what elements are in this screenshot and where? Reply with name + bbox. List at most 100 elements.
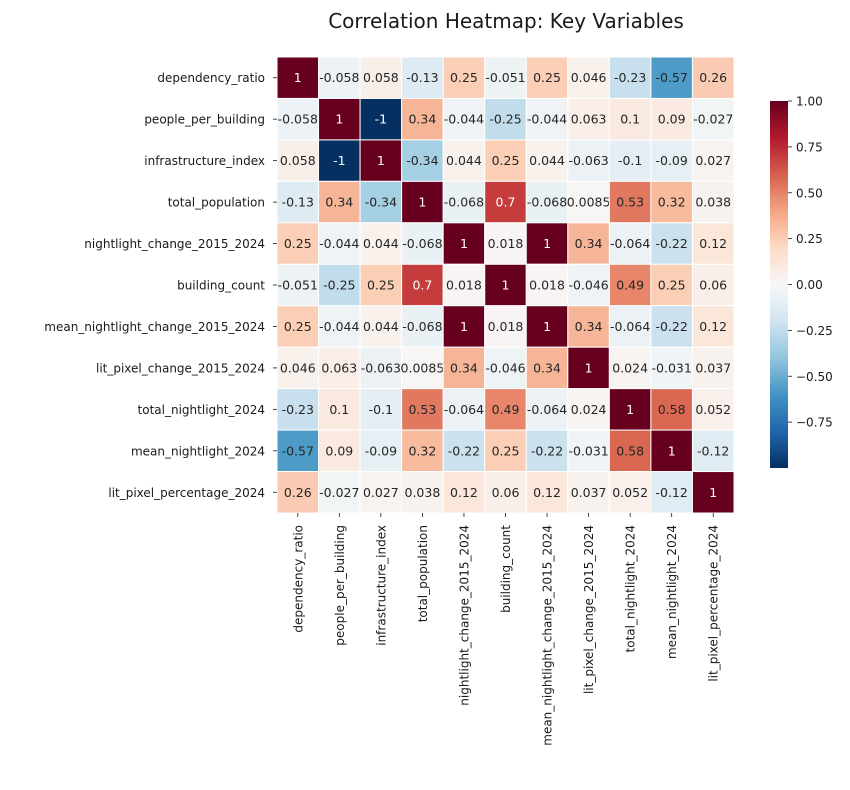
cell-value-label: 0.58 bbox=[658, 402, 686, 417]
cell-value-label: 0.12 bbox=[699, 319, 727, 334]
cell-value-label: 0.038 bbox=[405, 485, 441, 500]
heatmap-cell bbox=[442, 222, 486, 265]
heatmap-cell bbox=[525, 305, 569, 348]
heatmap-cell bbox=[650, 222, 693, 265]
heatmap-cell bbox=[484, 429, 527, 473]
cell-value-label: 0.044 bbox=[529, 153, 565, 168]
cell-value-label: -0.23 bbox=[282, 402, 314, 417]
heatmap-cell bbox=[484, 471, 527, 514]
heatmap-cell bbox=[691, 388, 735, 431]
heatmap-cell bbox=[276, 263, 320, 307]
cell-value-label: 0.0085 bbox=[401, 360, 445, 375]
heatmap-cell bbox=[484, 263, 527, 307]
cell-value-label: 0.34 bbox=[325, 195, 353, 210]
cell-value-label: -0.22 bbox=[448, 443, 480, 458]
cell-value-label: -0.57 bbox=[282, 443, 314, 458]
heatmap-cell bbox=[650, 346, 693, 390]
heatmap-cell bbox=[567, 97, 610, 141]
cell-value-label: 0.25 bbox=[492, 443, 520, 458]
cell-value-label: 0.32 bbox=[408, 443, 436, 458]
heatmap-cell bbox=[484, 97, 527, 141]
heatmap-cell bbox=[608, 139, 652, 182]
heatmap-cell bbox=[359, 388, 403, 431]
heatmap-cell bbox=[567, 305, 610, 348]
heatmap-cell bbox=[401, 263, 444, 307]
cell-value-label: 1 bbox=[543, 236, 551, 251]
heatmap-cell bbox=[442, 346, 486, 390]
cell-value-label: -0.051 bbox=[485, 70, 525, 85]
colorbar-tick-label: 0.75 bbox=[796, 140, 823, 154]
heatmap-cell bbox=[401, 346, 444, 390]
cell-value-label: 0.32 bbox=[658, 195, 686, 210]
cell-value-label: -0.22 bbox=[656, 319, 688, 334]
cell-value-label: 1 bbox=[377, 153, 385, 168]
x-tick-label: people_per_building bbox=[333, 525, 347, 646]
heatmap-cell bbox=[484, 222, 527, 265]
heatmap-cell bbox=[484, 305, 527, 348]
y-tick-label: lit_pixel_change_2015_2024 bbox=[96, 361, 265, 375]
heatmap-cell bbox=[650, 305, 693, 348]
cell-value-label: 0.26 bbox=[284, 485, 312, 500]
x-tick-label: mean_nightlight_change_2015_2024 bbox=[541, 525, 555, 746]
cell-value-label: 0.063 bbox=[321, 360, 357, 375]
cell-value-label: 0.06 bbox=[699, 278, 727, 293]
cell-value-label: -0.027 bbox=[693, 112, 733, 127]
cell-value-label: -0.13 bbox=[406, 70, 438, 85]
chart-title: Correlation Heatmap: Key Variables bbox=[328, 9, 684, 33]
cell-value-label: 0.49 bbox=[492, 402, 520, 417]
cell-value-label: 0.06 bbox=[492, 485, 520, 500]
heatmap-cell bbox=[442, 97, 486, 141]
heatmap-cell bbox=[401, 429, 444, 473]
heatmap-cell bbox=[567, 388, 610, 431]
colorbar-tick-label: 0.50 bbox=[796, 186, 823, 200]
cell-value-label: -0.031 bbox=[568, 443, 608, 458]
cell-value-label: -0.22 bbox=[531, 443, 563, 458]
cell-value-label: -0.044 bbox=[444, 112, 484, 127]
cell-value-label: 0.038 bbox=[695, 195, 731, 210]
heatmap-cell bbox=[359, 305, 403, 348]
heatmap-cell bbox=[608, 305, 652, 348]
cell-value-label: -0.34 bbox=[406, 153, 438, 168]
colorbar-tick-label: −0.50 bbox=[796, 370, 833, 384]
cell-value-label: 0.046 bbox=[280, 360, 316, 375]
y-tick-label: total_nightlight_2024 bbox=[138, 403, 265, 417]
cell-value-label: -0.068 bbox=[527, 195, 567, 210]
heatmap-cell bbox=[276, 222, 320, 265]
x-tick-label: infrastructure_index bbox=[374, 525, 388, 646]
cell-value-label: 0.34 bbox=[408, 112, 436, 127]
cell-value-label: -0.23 bbox=[614, 70, 646, 85]
cell-value-label: -0.064 bbox=[444, 402, 484, 417]
cell-value-label: 0.044 bbox=[363, 319, 399, 334]
cell-value-label: 0.12 bbox=[533, 485, 561, 500]
heatmap-cell bbox=[650, 471, 693, 514]
heatmap-cell bbox=[525, 346, 569, 390]
cell-value-label: 0.12 bbox=[699, 236, 727, 251]
cell-value-label: 0.49 bbox=[616, 278, 644, 293]
cell-value-label: 0.027 bbox=[695, 153, 731, 168]
cell-value-label: 0.018 bbox=[488, 236, 524, 251]
cell-value-label: 0.037 bbox=[571, 485, 607, 500]
x-tick-label: total_population bbox=[416, 525, 430, 622]
heatmap-cell bbox=[691, 97, 735, 141]
y-tick-label: infrastructure_index bbox=[144, 154, 265, 168]
cell-value-label: -0.068 bbox=[402, 319, 442, 334]
heatmap-cell bbox=[691, 429, 735, 473]
cell-value-label: -0.12 bbox=[656, 485, 688, 500]
cell-value-label: -0.064 bbox=[610, 236, 650, 251]
cell-value-label: -0.064 bbox=[610, 319, 650, 334]
cell-value-label: 0.046 bbox=[571, 70, 607, 85]
cell-value-label: 0.58 bbox=[616, 443, 644, 458]
heatmap-cell bbox=[442, 429, 486, 473]
cell-value-label: 1 bbox=[626, 402, 634, 417]
cell-value-label: -0.044 bbox=[319, 319, 359, 334]
cell-value-label: 0.052 bbox=[612, 485, 648, 500]
x-tick-label: nightlight_change_2015_2024 bbox=[457, 525, 471, 706]
cell-value-label: 0.25 bbox=[658, 278, 686, 293]
heatmap-cell bbox=[525, 97, 569, 141]
x-tick-label: dependency_ratio bbox=[291, 525, 305, 633]
cell-value-label: -0.068 bbox=[402, 236, 442, 251]
cell-value-label: 1 bbox=[668, 443, 676, 458]
cell-value-label: 0.34 bbox=[575, 236, 603, 251]
cell-value-label: 0.044 bbox=[446, 153, 482, 168]
